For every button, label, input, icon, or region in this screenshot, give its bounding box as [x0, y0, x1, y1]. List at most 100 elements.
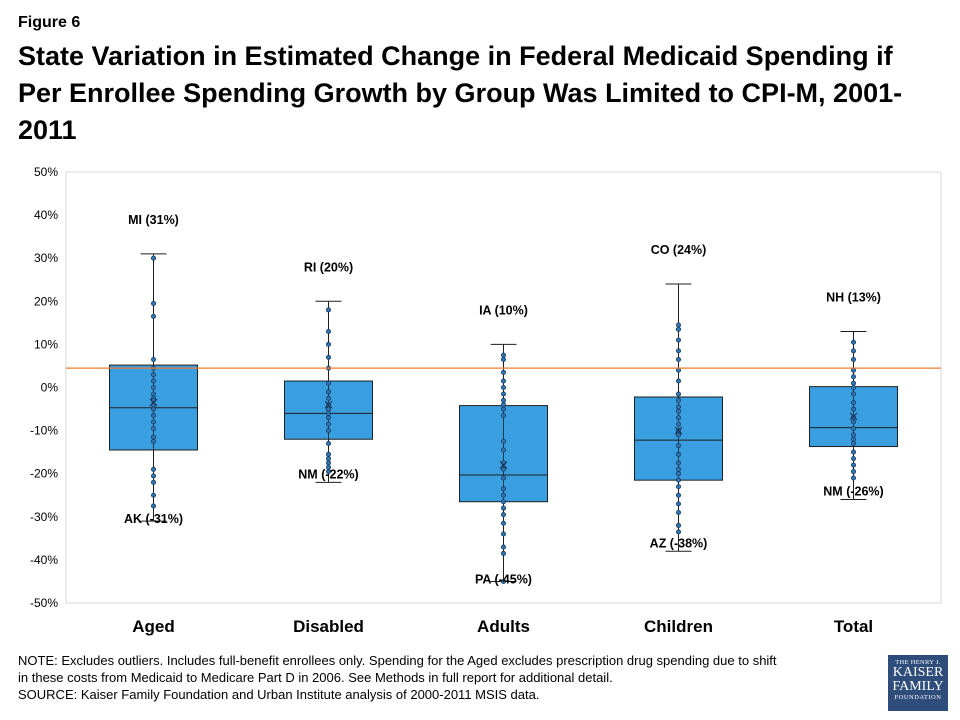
source-line: SOURCE: Kaiser Family Foundation and Urb…: [18, 687, 540, 702]
data-point: [676, 460, 682, 466]
data-point: [500, 466, 506, 472]
data-point: [676, 466, 682, 472]
data-point: [676, 522, 682, 528]
data-point: [325, 456, 331, 462]
data-point: [150, 503, 156, 509]
data-point: [851, 367, 857, 373]
data-point: [500, 378, 506, 384]
data-point: [500, 406, 506, 412]
mean-marker: [324, 400, 333, 409]
data-point: [500, 486, 506, 492]
chart-note: NOTE: Excludes outliers. Includes full-b…: [18, 652, 878, 703]
data-point: [676, 348, 682, 354]
data-point: [500, 499, 506, 505]
category-label: Children: [644, 617, 713, 636]
min-label: NM (-22%): [298, 467, 358, 481]
data-point: [851, 339, 857, 345]
data-point: [325, 415, 331, 421]
min-label: AZ (-38%): [650, 536, 708, 550]
data-point: [325, 307, 331, 313]
data-point: [676, 367, 682, 373]
data-point: [851, 356, 857, 362]
y-tick-label: 20%: [34, 294, 58, 308]
category-label: Aged: [132, 617, 175, 636]
kff-logo: THE HENRY J. KAISER FAMILY FOUNDATION: [888, 655, 948, 711]
category-label: Adults: [477, 617, 530, 636]
chart-title: State Variation in Estimated Change in F…: [18, 41, 903, 145]
min-label: AK (-31%): [124, 512, 183, 526]
data-point: [851, 449, 857, 455]
data-point: [325, 395, 331, 401]
mean-marker: [849, 412, 858, 421]
data-point: [500, 397, 506, 403]
data-point: [150, 434, 156, 440]
category-label: Total: [834, 617, 873, 636]
mean-marker: [149, 398, 158, 407]
y-tick-label: -10%: [30, 424, 58, 438]
data-point: [500, 512, 506, 518]
mean-marker: [499, 461, 508, 470]
data-point: [851, 400, 857, 406]
data-point: [150, 378, 156, 384]
data-point: [676, 451, 682, 457]
mean-marker: [674, 426, 683, 435]
data-point: [676, 356, 682, 362]
data-point: [500, 356, 506, 362]
y-tick-label: -20%: [30, 467, 58, 481]
data-point: [150, 479, 156, 485]
note-line-1: NOTE: Excludes outliers. Includes full-b…: [18, 653, 777, 668]
data-point: [676, 477, 682, 483]
data-point: [500, 352, 506, 358]
max-label: CO (24%): [651, 243, 707, 257]
data-point: [851, 462, 857, 468]
data-point: [676, 443, 682, 449]
data-point: [325, 354, 331, 360]
data-point: [150, 384, 156, 390]
y-tick-label: -40%: [30, 553, 58, 567]
data-point: [851, 475, 857, 481]
data-point: [325, 460, 331, 466]
data-point: [500, 369, 506, 375]
data-point: [325, 410, 331, 416]
data-point: [500, 492, 506, 498]
figure-label: Figure 6: [18, 14, 81, 31]
max-label: IA (10%): [479, 303, 528, 317]
data-point: [325, 451, 331, 457]
data-point: [851, 384, 857, 390]
data-point: [851, 406, 857, 412]
logo-line-4: FOUNDATION: [894, 694, 942, 701]
data-point: [676, 326, 682, 332]
note-line-2: in these costs from Medicaid to Medicare…: [18, 670, 613, 685]
data-point: [676, 492, 682, 498]
data-point: [500, 475, 506, 481]
y-tick-label: 50%: [34, 165, 58, 179]
data-point: [500, 391, 506, 397]
logo-line-1: THE HENRY J.: [895, 659, 941, 666]
data-point: [150, 413, 156, 419]
data-point: [325, 469, 331, 475]
data-point: [676, 378, 682, 384]
data-point: [500, 505, 506, 511]
y-tick-label: 40%: [34, 208, 58, 222]
y-tick-label: 0%: [41, 381, 59, 395]
data-point: [150, 425, 156, 431]
data-point: [500, 544, 506, 550]
data-point: [150, 406, 156, 412]
max-label: RI (20%): [304, 260, 353, 274]
data-point: [676, 529, 682, 535]
data-point: [676, 408, 682, 414]
data-point: [325, 421, 331, 427]
data-point: [676, 501, 682, 507]
data-point: [676, 337, 682, 343]
data-point: [325, 380, 331, 386]
data-point: [851, 432, 857, 438]
data-point: [325, 406, 331, 412]
max-label: MI (31%): [128, 213, 179, 227]
data-point: [676, 397, 682, 403]
category-label: Disabled: [293, 617, 364, 636]
data-point: [150, 438, 156, 444]
data-point: [150, 473, 156, 479]
data-point: [851, 469, 857, 475]
max-label: NH (13%): [826, 290, 881, 304]
data-point: [325, 389, 331, 395]
